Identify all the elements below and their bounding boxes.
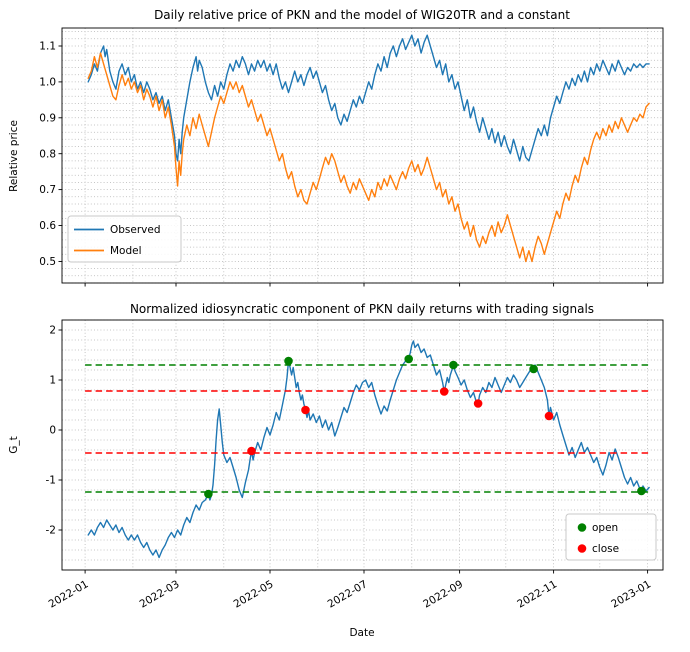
tick-marks [58,329,649,574]
bottom-ytick-2: 2 [49,325,56,337]
top-chart-legend: Observed Model [67,215,182,263]
x-axis-label: Date [349,627,374,639]
axes-frame [61,319,664,571]
legend-label-model: Model [110,245,142,257]
bottom-chart-legend: open close [565,513,657,561]
close-signal-dot [439,387,449,396]
open-signal-dot [637,486,646,496]
bottom-y-axis-label: G_t [8,436,20,454]
open-signal-dot [284,356,293,366]
series-model [87,52,650,263]
close-signal-dot [473,399,483,408]
open-signal-dot [449,360,458,370]
top-ytick-0.7: 0.7 [39,184,56,196]
legend-label-observed: Observed [110,224,161,236]
top-ytick-0.6: 0.6 [39,220,56,232]
close-signal-dot [247,446,256,456]
top-ytick-1.1: 1.1 [39,41,56,53]
top-ytick-0.9: 0.9 [39,112,56,124]
axes-frame [61,27,664,284]
top-y-axis-label: Relative price [8,120,20,192]
open-signal-dot [529,364,538,374]
bottom-ytick-0: 0 [49,425,56,437]
legend-label-close: close [592,543,619,555]
bottom-ytick-1: 1 [49,375,56,387]
open-signal-dot [204,489,213,499]
top-ytick-0.5: 0.5 [39,256,56,268]
close-signal-dot [301,405,310,415]
legend-label-open: open [592,522,618,534]
close-signal-dot [544,411,554,421]
top-ytick-1.0: 1.0 [39,76,56,88]
tick-marks [58,45,649,287]
open-signal-dot [404,354,414,364]
top-chart-title: Daily relative price of PKN and the mode… [154,8,570,22]
legend-frame [565,513,657,561]
series-observed [87,34,650,162]
bottom-chart-plot-area [58,319,664,574]
bottom-chart-title: Normalized idiosyncratic component of PK… [130,302,594,316]
series-g_t [87,340,650,559]
legend-marker-open [577,523,587,532]
signal-dots-close [247,387,554,456]
top-ytick-0.8: 0.8 [39,148,56,160]
bottom-ytick--1: -1 [46,475,56,487]
bottom-ytick--2: -2 [46,525,56,537]
signal-dots-open [204,354,646,499]
legend-marker-close [577,544,587,553]
